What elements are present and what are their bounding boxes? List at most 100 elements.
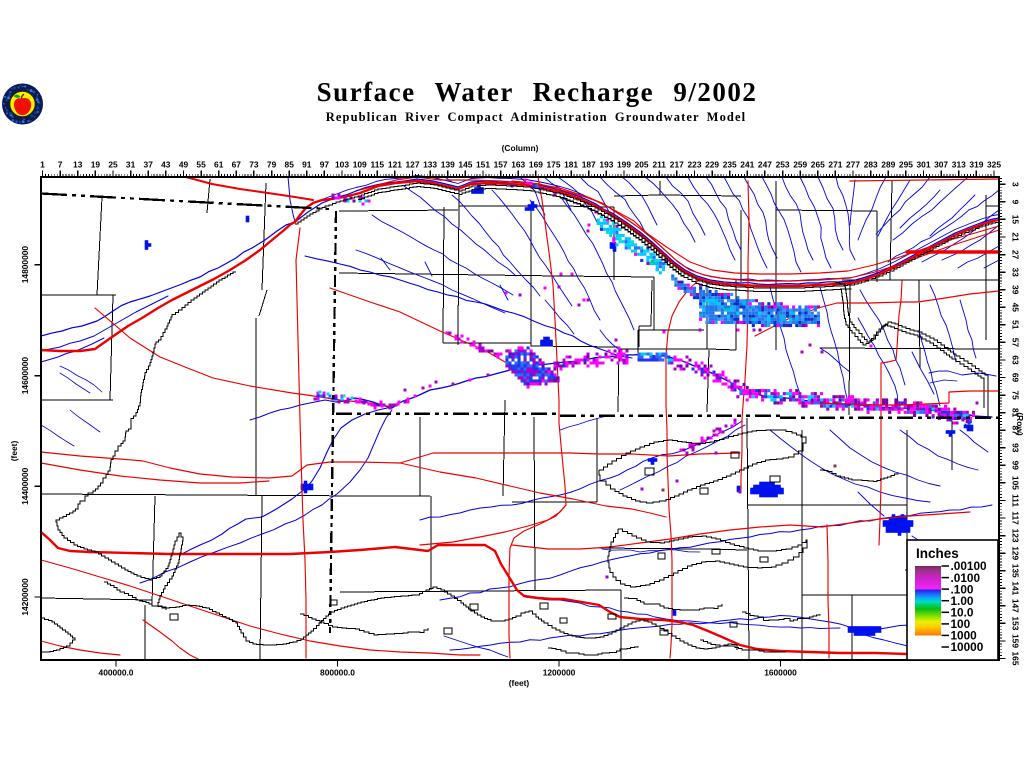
svg-text:800000.0: 800000.0 <box>320 668 355 678</box>
svg-text:235: 235 <box>723 160 737 170</box>
svg-text:.00100: .00100 <box>951 559 988 573</box>
svg-text:223: 223 <box>688 160 702 170</box>
svg-text:10000: 10000 <box>951 640 984 654</box>
svg-text:1.00: 1.00 <box>951 594 974 608</box>
svg-text:121: 121 <box>388 160 402 170</box>
svg-text:13: 13 <box>73 160 83 170</box>
svg-text:153: 153 <box>1011 616 1021 630</box>
svg-text:133: 133 <box>423 160 437 170</box>
svg-text:1200000: 1200000 <box>543 668 576 678</box>
svg-text:229: 229 <box>705 160 719 170</box>
svg-text:265: 265 <box>811 160 825 170</box>
svg-text:111: 111 <box>1011 494 1021 507</box>
svg-text:21: 21 <box>1011 232 1021 242</box>
svg-text:159: 159 <box>1011 634 1021 648</box>
svg-text:157: 157 <box>494 160 508 170</box>
svg-text:19: 19 <box>91 160 101 170</box>
svg-text:169: 169 <box>529 160 543 170</box>
svg-text:141: 141 <box>1011 581 1021 595</box>
svg-text:63: 63 <box>1011 355 1021 365</box>
svg-text:27: 27 <box>1011 250 1021 260</box>
svg-text:205: 205 <box>635 160 649 170</box>
svg-text:217: 217 <box>670 160 684 170</box>
svg-text:93: 93 <box>1011 443 1021 453</box>
svg-text:211: 211 <box>652 160 666 170</box>
svg-text:3: 3 <box>1011 182 1021 187</box>
svg-text:129: 129 <box>1011 546 1021 560</box>
svg-text:49: 49 <box>179 160 189 170</box>
svg-text:99: 99 <box>1011 461 1021 471</box>
svg-text:.0100: .0100 <box>951 571 981 585</box>
svg-text:85: 85 <box>285 160 295 170</box>
svg-text:97: 97 <box>320 160 330 170</box>
svg-text:1: 1 <box>40 160 45 170</box>
svg-text:55: 55 <box>196 160 206 170</box>
svg-text:307: 307 <box>934 160 948 170</box>
svg-text:Inches: Inches <box>916 546 959 561</box>
svg-text:14200000: 14200000 <box>20 578 30 616</box>
svg-text:67: 67 <box>232 160 242 170</box>
svg-text:61: 61 <box>214 160 224 170</box>
svg-text:325: 325 <box>987 160 1001 170</box>
svg-text:7: 7 <box>58 160 63 170</box>
svg-text:145: 145 <box>458 160 472 170</box>
svg-text:295: 295 <box>899 160 913 170</box>
svg-text:105: 105 <box>1011 476 1021 490</box>
svg-text:1600000: 1600000 <box>764 668 797 678</box>
svg-text:75: 75 <box>1011 390 1021 400</box>
svg-text:193: 193 <box>599 160 613 170</box>
svg-text:(Column): (Column) <box>502 143 539 153</box>
svg-text:289: 289 <box>881 160 895 170</box>
svg-text:163: 163 <box>511 160 525 170</box>
svg-text:165: 165 <box>1011 652 1021 666</box>
svg-text:(Row): (Row) <box>1015 412 1024 435</box>
svg-text:103: 103 <box>335 160 349 170</box>
svg-text:313: 313 <box>952 160 966 170</box>
svg-text:151: 151 <box>476 160 490 170</box>
svg-text:109: 109 <box>353 160 367 170</box>
svg-text:181: 181 <box>564 160 578 170</box>
svg-text:43: 43 <box>161 160 171 170</box>
svg-text:241: 241 <box>740 160 754 170</box>
svg-text:123: 123 <box>1011 529 1021 543</box>
svg-text:115: 115 <box>371 160 385 170</box>
svg-text:400000.0: 400000.0 <box>99 668 134 678</box>
svg-text:57: 57 <box>1011 338 1021 348</box>
svg-text:69: 69 <box>1011 373 1021 383</box>
svg-text:14600000: 14600000 <box>20 357 30 395</box>
svg-text:117: 117 <box>1011 511 1021 525</box>
svg-text:73: 73 <box>249 160 259 170</box>
svg-text:199: 199 <box>617 160 631 170</box>
svg-text:135: 135 <box>1011 564 1021 578</box>
svg-text:259: 259 <box>793 160 807 170</box>
svg-text:283: 283 <box>864 160 878 170</box>
svg-text:Republican River Compact Admin: Republican River Compact Administration … <box>326 110 746 124</box>
svg-text:301: 301 <box>917 160 931 170</box>
svg-text:9: 9 <box>1011 200 1021 205</box>
svg-text:1000: 1000 <box>951 629 978 643</box>
svg-text:45: 45 <box>1011 303 1021 313</box>
svg-text:277: 277 <box>846 160 860 170</box>
svg-text:(feet): (feet) <box>509 678 530 688</box>
svg-text:37: 37 <box>144 160 154 170</box>
svg-text:175: 175 <box>547 160 561 170</box>
svg-text:187: 187 <box>582 160 596 170</box>
svg-text:15: 15 <box>1011 215 1021 225</box>
svg-text:319: 319 <box>969 160 983 170</box>
svg-text:247: 247 <box>758 160 772 170</box>
svg-text:79: 79 <box>267 160 277 170</box>
svg-text:14400000: 14400000 <box>20 467 30 505</box>
svg-text:39: 39 <box>1011 285 1021 295</box>
svg-text:51: 51 <box>1011 320 1021 330</box>
svg-text:81: 81 <box>1011 408 1021 418</box>
svg-text:31: 31 <box>126 160 136 170</box>
svg-text:33: 33 <box>1011 267 1021 277</box>
svg-text:25: 25 <box>108 160 118 170</box>
svg-text:100: 100 <box>951 617 971 631</box>
svg-text:253: 253 <box>776 160 790 170</box>
svg-text:Surface Water Recharge 9/2002: Surface Water Recharge 9/2002 <box>317 77 758 107</box>
svg-text:271: 271 <box>828 160 842 170</box>
svg-text:10.0: 10.0 <box>951 606 974 620</box>
svg-text:127: 127 <box>406 160 420 170</box>
svg-text:139: 139 <box>441 160 455 170</box>
